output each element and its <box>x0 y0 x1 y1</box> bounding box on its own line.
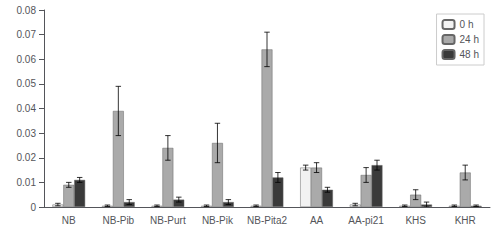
svg-text:NB-Pita2: NB-Pita2 <box>247 215 287 226</box>
svg-text:0.08: 0.08 <box>17 5 37 16</box>
svg-text:48 h: 48 h <box>460 49 479 60</box>
svg-text:0.01: 0.01 <box>17 177 37 188</box>
svg-text:0.02: 0.02 <box>17 152 37 163</box>
svg-text:0: 0 <box>30 202 36 213</box>
svg-text:NB: NB <box>62 215 76 226</box>
svg-text:KHR: KHR <box>455 215 476 226</box>
svg-text:NB-Pib: NB-Pib <box>102 215 134 226</box>
svg-text:0.05: 0.05 <box>17 78 37 89</box>
svg-text:KHS: KHS <box>405 215 426 226</box>
svg-text:0.03: 0.03 <box>17 128 37 139</box>
svg-text:AA-pi21: AA-pi21 <box>348 215 384 226</box>
svg-text:AA: AA <box>310 215 324 226</box>
svg-text:0.07: 0.07 <box>17 29 37 40</box>
svg-text:NB-Pik: NB-Pik <box>202 215 234 226</box>
svg-text:0.04: 0.04 <box>17 103 37 114</box>
svg-text:0.06: 0.06 <box>17 54 37 65</box>
svg-text:0 h: 0 h <box>460 19 474 30</box>
svg-text:NB-Purt: NB-Purt <box>150 215 186 226</box>
svg-text:24 h: 24 h <box>460 34 479 45</box>
